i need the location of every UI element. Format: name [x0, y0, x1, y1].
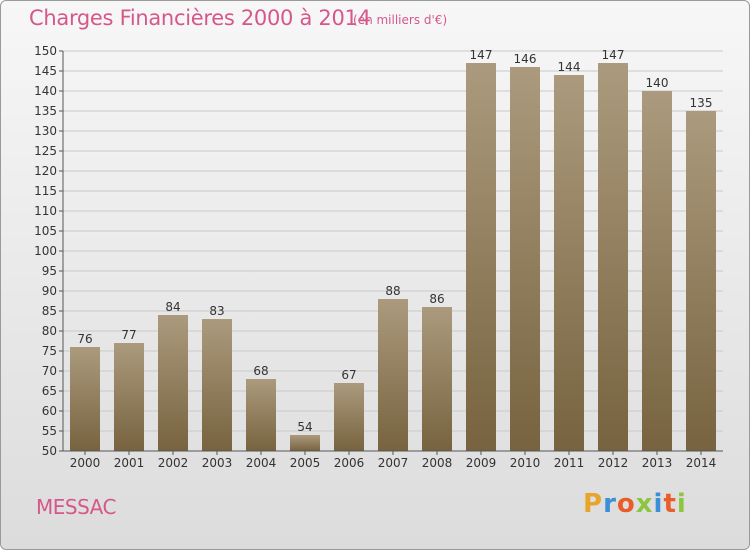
y-tick-label: 120	[34, 164, 57, 178]
logo-letter: i	[676, 489, 687, 519]
data-label: 86	[429, 292, 444, 306]
data-label: 68	[253, 364, 268, 378]
logo-letter: x	[635, 489, 654, 519]
logo-letter: t	[663, 489, 677, 519]
x-tick-label: 2002	[158, 456, 189, 470]
bar	[246, 379, 276, 451]
x-tick-label: 2012	[598, 456, 629, 470]
y-tick-label: 50	[42, 444, 57, 458]
logo-letter: o	[616, 489, 636, 519]
chart-title: Charges Financières 2000 à 2014	[29, 6, 371, 30]
y-tick-label: 150	[34, 44, 57, 58]
bars	[70, 63, 716, 451]
y-tick-label: 140	[34, 84, 57, 98]
data-label: 76	[77, 332, 92, 346]
x-tick-label: 2001	[114, 456, 145, 470]
data-label: 84	[165, 300, 180, 314]
bar	[554, 75, 584, 451]
bar	[70, 347, 100, 451]
logo-letter: P	[583, 489, 604, 519]
bar	[158, 315, 188, 451]
x-tick-label: 2011	[554, 456, 585, 470]
y-tick-label: 105	[34, 224, 57, 238]
y-tick-label: 70	[42, 364, 57, 378]
data-label: 144	[558, 60, 581, 74]
y-tick-label: 80	[42, 324, 57, 338]
data-label: 135	[690, 96, 713, 110]
bar	[422, 307, 452, 451]
x-tick-label: 2010	[510, 456, 541, 470]
bar	[466, 63, 496, 451]
y-tick-label: 135	[34, 104, 57, 118]
data-label: 147	[602, 48, 625, 62]
y-tick-label: 100	[34, 244, 57, 258]
y-tick-label: 95	[42, 264, 57, 278]
y-tick-label: 145	[34, 64, 57, 78]
y-tick-label: 75	[42, 344, 57, 358]
bar	[114, 343, 144, 451]
bar	[642, 91, 672, 451]
x-tick-label: 2005	[290, 456, 321, 470]
data-label: 77	[121, 328, 136, 342]
x-tick-label: 2000	[70, 456, 101, 470]
y-tick-label: 60	[42, 404, 57, 418]
logo-letter: i	[653, 489, 664, 519]
bar	[686, 111, 716, 451]
bar	[290, 435, 320, 451]
data-label: 147	[470, 48, 493, 62]
x-tick-label: 2004	[246, 456, 277, 470]
x-tick-label: 2008	[422, 456, 453, 470]
x-tick-label: 2003	[202, 456, 233, 470]
y-tick-label: 115	[34, 184, 57, 198]
data-label: 83	[209, 304, 224, 318]
bar	[202, 319, 232, 451]
bar	[378, 299, 408, 451]
y-tick-label: 110	[34, 204, 57, 218]
chart-subtitle: (en milliers d'€)	[353, 13, 448, 27]
y-tick-label: 125	[34, 144, 57, 158]
x-tick-label: 2009	[466, 456, 497, 470]
x-tick-label: 2014	[686, 456, 717, 470]
axes	[59, 50, 723, 455]
x-tick-label: 2006	[334, 456, 365, 470]
logo-letter: r	[603, 489, 617, 519]
labels: 50 55 60 65 70 75 80 85 90 95 100 105 110 115 120 125 13…	[34, 44, 716, 470]
data-label: 54	[297, 420, 312, 434]
proxiti-logo: Proxiti	[583, 489, 687, 519]
y-tick-label: 65	[42, 384, 57, 398]
data-label: 67	[341, 368, 356, 382]
bar	[334, 383, 364, 451]
y-tick-label: 130	[34, 124, 57, 138]
city-name: MESSAC	[36, 495, 116, 519]
y-tick-label: 90	[42, 284, 57, 298]
bar	[598, 63, 628, 451]
data-label: 146	[514, 52, 537, 66]
data-label: 140	[646, 76, 669, 90]
x-tick-label: 2007	[378, 456, 409, 470]
bar	[510, 67, 540, 451]
y-tick-label: 85	[42, 304, 57, 318]
data-label: 88	[385, 284, 400, 298]
y-tick-label: 55	[42, 424, 57, 438]
x-tick-label: 2013	[642, 456, 673, 470]
